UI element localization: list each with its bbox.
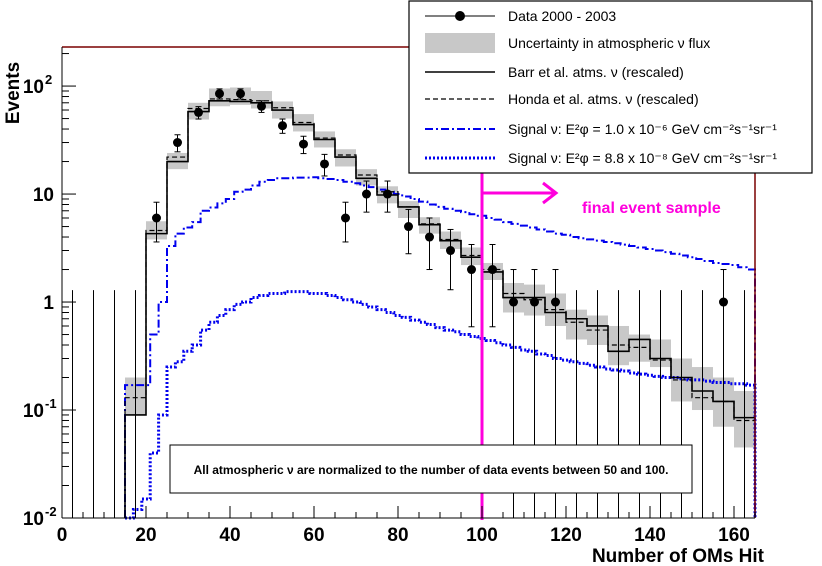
data-point: [404, 222, 413, 232]
x-axis-title: Number of OMs Hit: [592, 546, 765, 566]
y-tick-label: 1: [43, 293, 54, 314]
data-point: [215, 89, 224, 99]
x-tick-label: 20: [135, 525, 156, 546]
data-point: [425, 232, 434, 242]
data-point: [173, 138, 182, 148]
legend-label: Signal ν: E²φ = 8.8 x 10⁻⁸ GeV cm⁻²s⁻¹sr…: [508, 150, 777, 166]
data-point: [446, 246, 455, 256]
signal-curves: [124, 176, 757, 520]
signal-line-1e-6: [124, 176, 756, 518]
data-point: [152, 213, 161, 223]
legend-swatch-data-marker: [455, 11, 465, 21]
honda-line: [124, 98, 755, 518]
legend-label: Data 2000 - 2003: [508, 8, 616, 24]
cut-label: final event sample: [582, 200, 721, 217]
x-tick-label: 80: [387, 525, 408, 546]
x-tick-label: 160: [718, 525, 750, 546]
y-tick-label: 10: [23, 77, 44, 98]
data-point: [467, 265, 476, 275]
y-tick-exponent: -1: [45, 396, 57, 411]
data-point: [299, 139, 308, 149]
data-point: [278, 121, 287, 131]
legend-label: Uncertainty in atmospheric ν flux: [508, 35, 710, 51]
data-point: [530, 297, 539, 307]
data-point: [362, 189, 371, 199]
legend-swatch-band: [425, 33, 495, 53]
data-point: [320, 159, 329, 169]
y-tick-exponent: 2: [45, 72, 52, 87]
x-tick-label: 120: [550, 525, 582, 546]
data-point: [719, 297, 728, 307]
legend-label: Signal ν: E²φ = 1.0 x 10⁻⁶ GeV cm⁻²s⁻¹sr…: [508, 121, 777, 137]
y-tick-label: 10: [23, 509, 44, 530]
legend-label: Honda et al. atms. ν (rescaled): [508, 91, 699, 107]
data-point: [383, 189, 392, 199]
data-point: [194, 107, 203, 117]
data-point: [341, 213, 350, 223]
data-point: [551, 297, 560, 307]
band-bin: [293, 114, 314, 132]
x-tick-label: 40: [219, 525, 240, 546]
data-point: [257, 101, 266, 111]
legend: Data 2000 - 2003 Uncertainty in atmospher…: [408, 0, 813, 174]
normalization-note-text: All atmospheric ν are normalized to the …: [194, 463, 669, 477]
normalization-note: All atmospheric ν are normalized to the …: [169, 444, 693, 494]
y-tick-label: 10: [33, 185, 54, 206]
data-point: [488, 265, 497, 275]
x-tick-label: 140: [634, 525, 666, 546]
cut-arrow-head: [542, 181, 559, 205]
data-point: [236, 89, 245, 99]
data-point: [509, 297, 518, 307]
y-axis-title: Events: [3, 62, 24, 124]
y-tick-label: 10: [23, 401, 44, 422]
x-tick-label: 100: [466, 525, 498, 546]
band-bin: [356, 169, 377, 186]
band-bin: [251, 91, 272, 109]
x-tick-label: 60: [303, 525, 324, 546]
legend-label: Barr et al. atms. ν (rescaled): [508, 64, 684, 80]
signal-line-8.8e-8: [125, 290, 757, 520]
legend-box: [408, 0, 813, 174]
y-tick-exponent: -2: [45, 504, 57, 519]
x-tick-label: 0: [57, 525, 68, 546]
